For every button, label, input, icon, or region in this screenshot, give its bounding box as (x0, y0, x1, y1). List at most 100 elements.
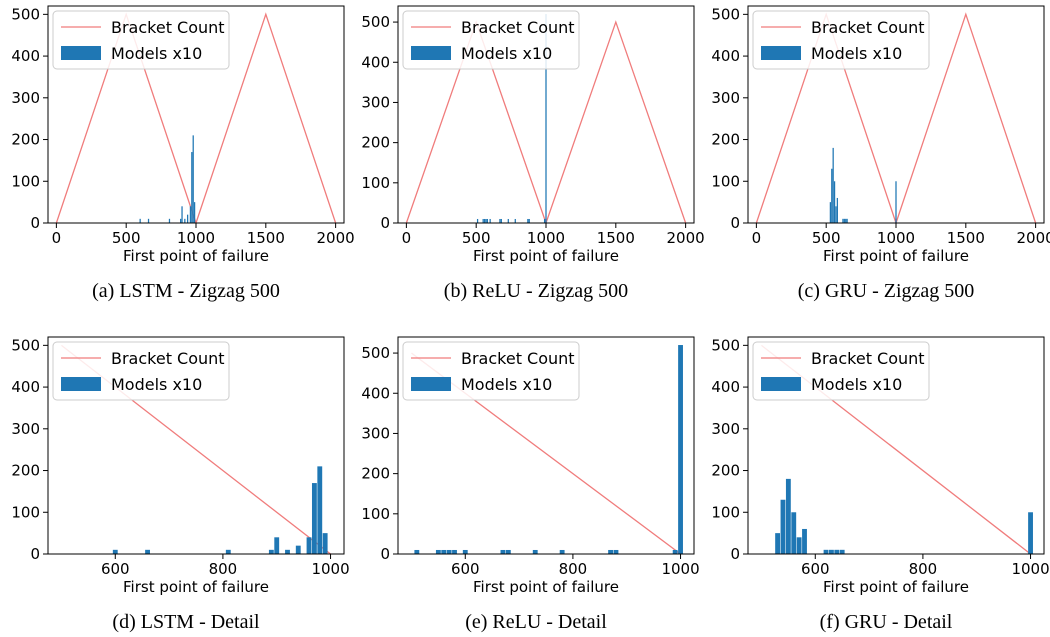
bar-models (532, 549, 538, 554)
bar-models (545, 14, 547, 223)
bar-models (836, 197, 838, 223)
legend-label-models: Models x10 (461, 375, 552, 394)
bar-models (274, 537, 280, 554)
bar-models (186, 214, 189, 223)
x-tick-label: 1500 (247, 229, 285, 247)
y-tick-label: 100 (11, 172, 40, 190)
x-tick-label: 1000 (1011, 560, 1049, 578)
bar-models (1028, 512, 1033, 554)
x-axis-label: First point of failure (473, 247, 619, 265)
panel-e: 0 100 200 300 400 500 600 800 1000 First point of… (361, 336, 700, 633)
y-tick-label: 200 (361, 465, 390, 483)
legend-bar-swatch (411, 46, 451, 60)
bar-models (268, 549, 274, 554)
bar-models (145, 549, 150, 554)
bar-models (112, 549, 118, 554)
y-tick-label: 0 (380, 545, 390, 563)
y-tick-label: 0 (380, 214, 390, 232)
bar-models (833, 181, 836, 223)
y-tick-label: 500 (711, 336, 740, 354)
bar-models (796, 537, 802, 554)
y-tick-label: 0 (30, 214, 40, 232)
plot-area (405, 14, 687, 223)
bar-models (843, 218, 845, 223)
bar-models (285, 549, 290, 554)
bracket-count-line (55, 12, 337, 223)
bar-models (225, 549, 231, 554)
bar-models (785, 478, 791, 554)
legend-label-bracket-count: Bracket Count (811, 349, 925, 368)
axes-frame (47, 336, 345, 555)
bar-models (168, 218, 171, 223)
bar-models (489, 218, 491, 223)
bar-models (791, 512, 797, 554)
bar-models (181, 206, 183, 223)
bar-models (295, 545, 301, 554)
x-axis-label: First point of failure (123, 578, 269, 596)
bar-models (839, 549, 845, 554)
x-axis-label: First point of failure (823, 247, 969, 265)
bar-models (527, 218, 529, 223)
bar-models (306, 537, 312, 554)
x-tick-label: 2000 (1017, 229, 1050, 247)
x-tick-label: 0 (752, 229, 762, 247)
bar-models (828, 549, 834, 554)
x-tick-label: 600 (801, 560, 830, 578)
bar-models (462, 549, 468, 554)
bar-models (184, 218, 186, 223)
legend-bar-swatch (61, 377, 101, 391)
bar-models (775, 533, 781, 554)
bar-models (193, 202, 196, 223)
bar-models (485, 218, 487, 223)
y-tick-label: 500 (11, 336, 40, 354)
bar-models (476, 218, 479, 223)
bar-models (191, 152, 193, 223)
y-tick-label: 300 (361, 93, 390, 111)
axes-frame (747, 336, 1045, 555)
legend-label-models: Models x10 (111, 44, 202, 63)
y-tick-label: 400 (361, 384, 390, 402)
y-tick-label: 500 (361, 13, 390, 31)
legend: Bracket Count Models x10 (52, 341, 230, 401)
bar-models (499, 218, 501, 223)
x-tick-label: 800 (559, 560, 588, 578)
bar-models (322, 533, 328, 554)
bar-models (846, 218, 848, 223)
y-tick-label: 0 (30, 545, 40, 563)
x-tick-label: 800 (909, 560, 938, 578)
panel-f: 0 100 200 300 400 500 600 800 1000 First point of… (711, 336, 1049, 633)
y-tick-label: 400 (711, 47, 740, 65)
y-tick-label: 100 (11, 503, 40, 521)
legend-label-bracket-count: Bracket Count (461, 18, 575, 37)
x-tick-label: 2000 (317, 229, 355, 247)
x-tick-label: 1000 (311, 560, 349, 578)
bar-models (483, 218, 486, 223)
x-tick-label: 600 (101, 560, 130, 578)
legend-label-models: Models x10 (461, 44, 552, 63)
legend-bar-swatch (761, 46, 801, 60)
legend-label-bracket-count: Bracket Count (461, 349, 575, 368)
x-tick-label: 0 (402, 229, 412, 247)
bar-models (842, 218, 844, 223)
bar-models (845, 218, 847, 223)
legend-label-bracket-count: Bracket Count (111, 349, 225, 368)
bar-models (180, 218, 182, 223)
bar-models (528, 218, 530, 223)
legend: Bracket Count Models x10 (52, 10, 230, 70)
y-tick-label: 400 (11, 47, 40, 65)
bar-models (139, 218, 141, 223)
bar-models (500, 549, 506, 554)
y-tick-label: 300 (711, 420, 740, 438)
bar-models (311, 483, 317, 554)
bar-models (446, 549, 452, 554)
bracket-count-line (755, 12, 1037, 223)
panel-a: 0 100 200 300 400 500 0 500 1000 1500 2000 First po… (11, 5, 354, 302)
x-axis-label: First point of failure (823, 578, 969, 596)
legend-label-bracket-count: Bracket Count (811, 18, 925, 37)
panel-caption: (c) GRU - Zigzag 500 (798, 280, 975, 302)
bar-models (613, 549, 619, 554)
bar-models (559, 549, 565, 554)
bar-models (441, 549, 447, 554)
panel-caption: (b) ReLU - Zigzag 500 (444, 280, 628, 302)
bar-models (829, 202, 832, 223)
